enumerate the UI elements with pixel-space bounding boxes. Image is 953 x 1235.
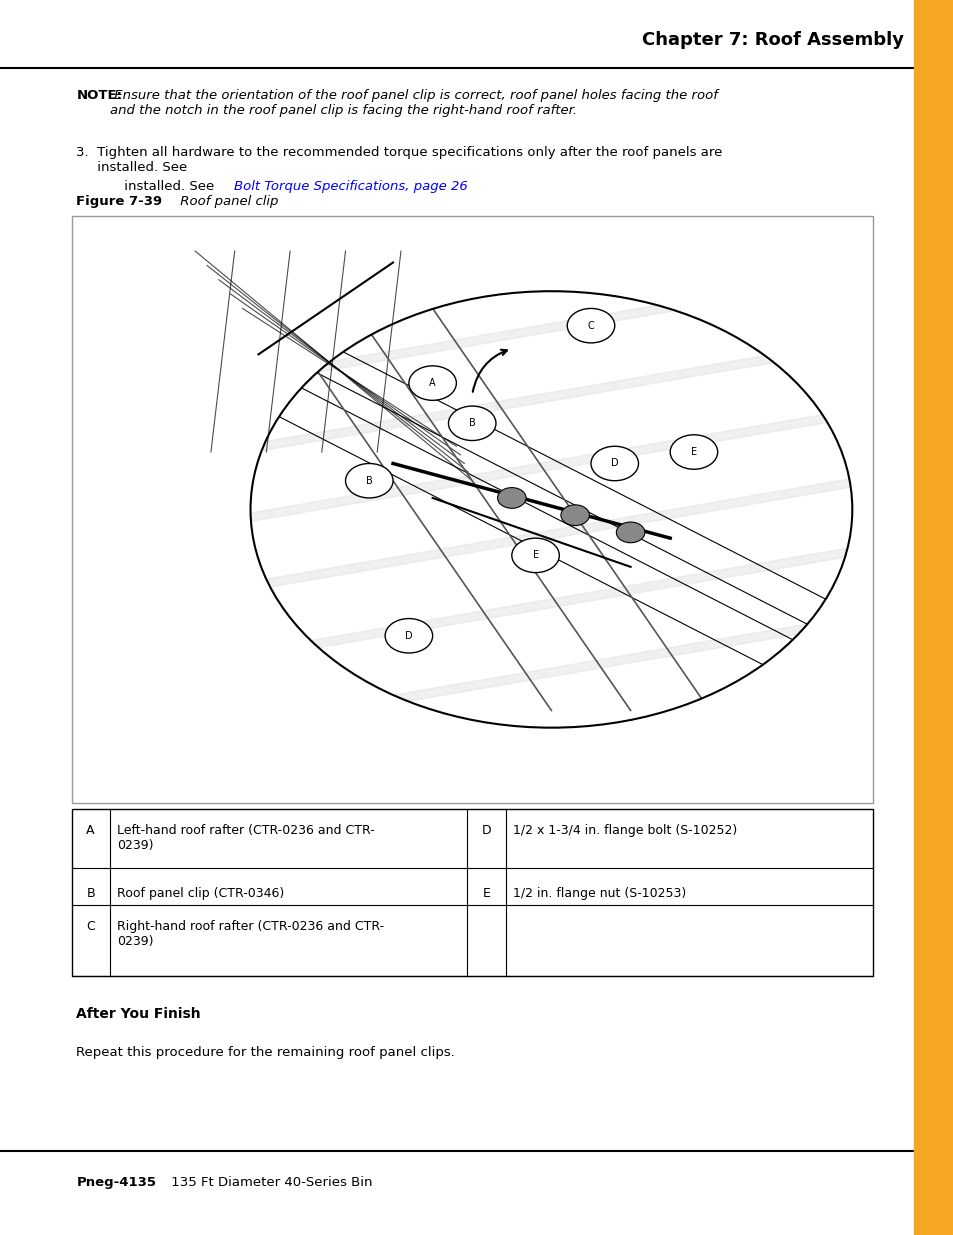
Text: 127: 127 [918,1176,948,1191]
Text: E: E [482,887,490,900]
Text: .: . [438,180,442,194]
Text: C: C [86,920,95,934]
Text: Bolt Torque Specifications, page 26: Bolt Torque Specifications, page 26 [233,180,467,194]
Circle shape [512,538,558,573]
Text: NOTE:: NOTE: [76,89,122,103]
Bar [913,0,953,1235]
Text: Figure 7-39: Figure 7-39 [76,195,162,209]
Text: Roof panel clip: Roof panel clip [176,195,278,209]
Text: Pneg-4135: Pneg-4135 [76,1176,156,1189]
Text: 3.  Tighten all hardware to the recommended torque specifications only after the: 3. Tighten all hardware to the recommend… [76,146,722,174]
Bar [71,216,872,803]
Text: D: D [405,631,413,641]
Text: E: E [690,447,697,457]
Text: Repeat this procedure for the remaining roof panel clips.: Repeat this procedure for the remaining … [76,1046,455,1060]
Circle shape [497,488,525,509]
Text: Chapter 7: Roof Assembly: Chapter 7: Roof Assembly [641,31,903,48]
Text: Roof panel clip (CTR-0346): Roof panel clip (CTR-0346) [117,887,284,900]
Circle shape [669,435,717,469]
Circle shape [590,446,638,480]
Text: Left-hand roof rafter (CTR-0236 and CTR-
0239): Left-hand roof rafter (CTR-0236 and CTR-… [117,824,375,852]
Bar [71,809,872,976]
Text: After You Finish: After You Finish [76,1007,201,1020]
Text: 1/2 in. flange nut (S-10253): 1/2 in. flange nut (S-10253) [513,887,686,900]
Circle shape [409,366,456,400]
Text: A: A [87,824,94,837]
Text: E: E [532,551,538,561]
Circle shape [567,309,614,343]
Text: B: B [468,419,476,429]
Text: Ensure that the orientation of the roof panel clip is correct, roof panel holes : Ensure that the orientation of the roof … [110,89,717,117]
Text: 1/2 x 1-3/4 in. flange bolt (S-10252): 1/2 x 1-3/4 in. flange bolt (S-10252) [513,824,737,837]
Circle shape [616,522,644,542]
Circle shape [345,463,393,498]
Text: A: A [429,378,436,388]
Circle shape [448,406,496,441]
Text: installed. See: installed. See [103,180,218,194]
Text: 135 Ft Diameter 40-Series Bin: 135 Ft Diameter 40-Series Bin [167,1176,372,1189]
Text: B: B [366,475,373,485]
Text: C: C [587,321,594,331]
Circle shape [385,619,433,653]
Text: D: D [610,458,618,468]
Circle shape [560,505,589,526]
Text: D: D [481,824,491,837]
Text: B: B [86,887,95,900]
Text: Right-hand roof rafter (CTR-0236 and CTR-
0239): Right-hand roof rafter (CTR-0236 and CTR… [117,920,384,948]
